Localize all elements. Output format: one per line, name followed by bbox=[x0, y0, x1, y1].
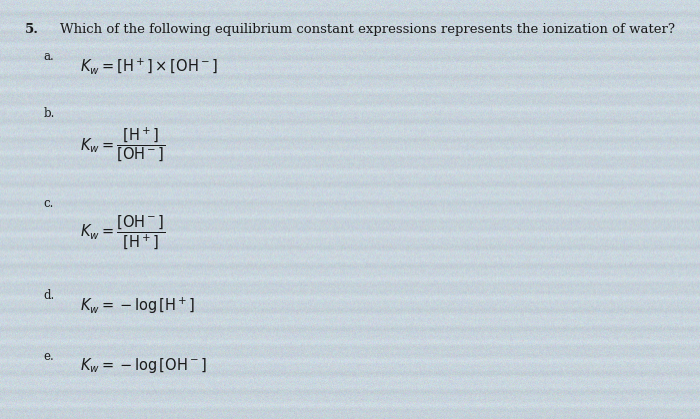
Text: $K_w = -\log\left[\mathrm{H}^+\right]$: $K_w = -\log\left[\mathrm{H}^+\right]$ bbox=[80, 295, 196, 316]
Text: Which of the following equilibrium constant expressions represents the ionizatio: Which of the following equilibrium const… bbox=[60, 23, 675, 36]
Text: c.: c. bbox=[43, 197, 54, 210]
Text: $K_w = -\log\left[\mathrm{OH}^-\right]$: $K_w = -\log\left[\mathrm{OH}^-\right]$ bbox=[80, 356, 207, 375]
Text: e.: e. bbox=[43, 350, 54, 363]
Text: $K_w = \dfrac{\left[\mathrm{OH}^-\right]}{\left[\mathrm{H}^+\right]}$: $K_w = \dfrac{\left[\mathrm{OH}^-\right]… bbox=[80, 214, 166, 252]
Text: 5.: 5. bbox=[25, 23, 38, 36]
Text: $K_w = \left[\mathrm{H}^+\right] \times \left[\mathrm{OH}^-\right]$: $K_w = \left[\mathrm{H}^+\right] \times … bbox=[80, 57, 218, 76]
Text: a.: a. bbox=[43, 50, 54, 63]
Text: b.: b. bbox=[43, 107, 55, 120]
Text: d.: d. bbox=[43, 289, 55, 302]
Text: $K_w = \dfrac{\left[\mathrm{H}^+\right]}{\left[\mathrm{OH}^-\right]}$: $K_w = \dfrac{\left[\mathrm{H}^+\right]}… bbox=[80, 126, 166, 164]
